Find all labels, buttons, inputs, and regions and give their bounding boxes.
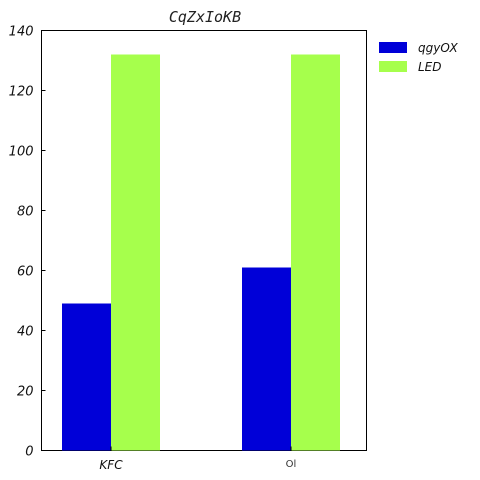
- legend-swatch: [379, 42, 407, 53]
- legend-swatch: [379, 61, 407, 72]
- x-tick-label: KFC: [99, 458, 123, 472]
- y-tick-label: 80: [17, 205, 34, 220]
- bar-qgyOX-Ol: [242, 267, 291, 451]
- bar-LED-KFC: [111, 54, 160, 451]
- y-tick-label: 100: [9, 145, 34, 160]
- legend: qgyOX LED: [379, 41, 458, 74]
- y-tick-label: 0: [25, 445, 33, 460]
- bars: [62, 54, 340, 451]
- legend-label: LED: [418, 60, 442, 74]
- x-axis: KFC Ol: [99, 446, 297, 472]
- bar-LED-Ol: [291, 54, 340, 451]
- legend-label: qgyOX: [418, 41, 458, 55]
- plot-frame: [41, 30, 367, 451]
- x-tick-label: Ol: [286, 459, 297, 470]
- y-axis: 0 20 40 60 80 100 120 140: [9, 25, 46, 460]
- chart-title: CqZxIoKB: [169, 8, 241, 26]
- y-tick-label: 60: [17, 265, 34, 280]
- y-tick-label: 20: [17, 385, 34, 400]
- y-tick-label: 40: [17, 325, 34, 340]
- y-tick-label: 140: [9, 25, 34, 40]
- bar-qgyOX-KFC: [62, 303, 111, 451]
- y-tick-label: 120: [9, 85, 34, 100]
